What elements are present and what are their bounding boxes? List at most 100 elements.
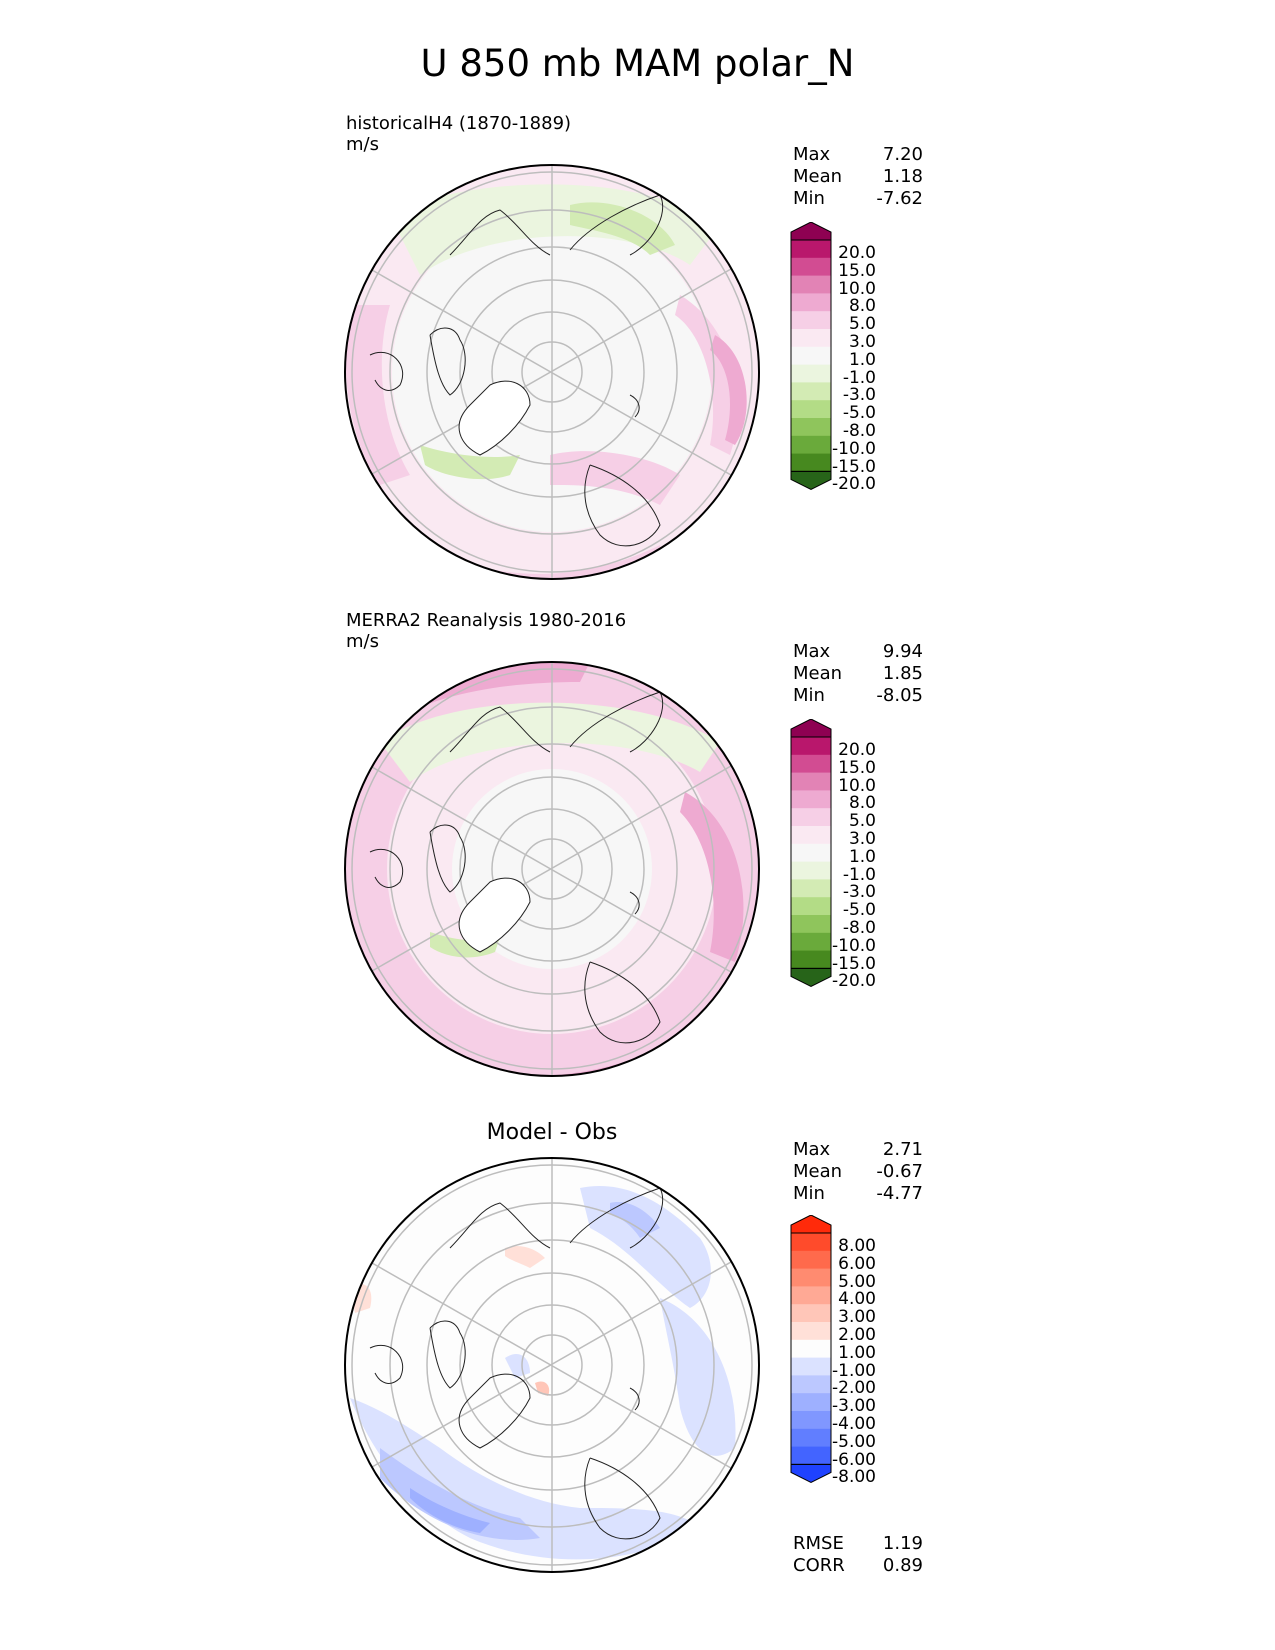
stat-max-value: 7.20 bbox=[882, 144, 923, 165]
colorbar-tick-label: -8.00 bbox=[832, 1467, 876, 1488]
colorbar-swatch bbox=[791, 772, 831, 791]
stat-min-label: Min bbox=[793, 685, 825, 706]
colorbar-swatch bbox=[791, 293, 831, 312]
panel-obs-units: m/s bbox=[346, 631, 379, 652]
colorbar-swatch bbox=[791, 1375, 831, 1394]
colorbar-diff-swatches bbox=[790, 1215, 832, 1483]
stat-max-value: 2.71 bbox=[882, 1139, 923, 1160]
colorbar-tick-label: 5.00 bbox=[838, 1271, 876, 1292]
polar-map-model bbox=[344, 164, 760, 580]
stat-mean-label: Mean bbox=[793, 1161, 843, 1182]
colorbar-tick-label: 1.0 bbox=[848, 846, 876, 867]
colorbar-extend-top bbox=[790, 222, 832, 241]
colorbar-tick-label: -3.0 bbox=[842, 385, 876, 406]
stat-mean-value: -0.67 bbox=[876, 1161, 923, 1182]
colorbar-tick-label: 15.0 bbox=[838, 757, 876, 778]
stat-mean-value: 1.85 bbox=[882, 663, 923, 684]
colorbar-tick-label: 5.0 bbox=[848, 811, 876, 832]
colorbar-swatch bbox=[791, 435, 831, 455]
colorbar-swatch bbox=[791, 311, 831, 330]
panel-model-name: historicalH4 (1870-1889) bbox=[346, 113, 572, 134]
colorbar-swatch bbox=[791, 400, 831, 419]
stats-obs: Max 9.94 Mean 1.85 Min -8.05 bbox=[793, 641, 923, 707]
colorbar-obs-swatches bbox=[790, 719, 832, 987]
colorbar-swatch bbox=[791, 1428, 831, 1448]
colorbar-tick-label: -20.0 bbox=[832, 474, 876, 495]
colorbar-swatch bbox=[791, 1393, 831, 1412]
stat-max-label: Max bbox=[793, 144, 831, 165]
colorbar-tick-label: 3.00 bbox=[838, 1307, 876, 1328]
colorbar-swatch bbox=[791, 861, 831, 880]
colorbar-swatch bbox=[791, 1304, 831, 1323]
stats-model: Max 7.20 Mean 1.18 Min -7.62 bbox=[793, 144, 923, 210]
stat-min-value: -8.05 bbox=[876, 685, 923, 706]
colorbar-diff-labels: 8.00 6.00 5.00 4.00 3.00 2.00 1.00 -1.00 -2.00 -3… bbox=[828, 1237, 876, 1488]
colorbar-extend-bottom bbox=[790, 1463, 832, 1483]
colorbar-frame bbox=[790, 239, 832, 472]
colorbar-swatch bbox=[791, 950, 831, 969]
colorbar-tick-label: -10.0 bbox=[832, 935, 876, 956]
colorbar-tick-label: 4.00 bbox=[838, 1289, 876, 1310]
colorbar-swatch bbox=[791, 1357, 831, 1376]
colorbar-swatch bbox=[791, 754, 831, 774]
colorbar-tick-label: 10.0 bbox=[838, 278, 876, 299]
panel-title-diff: Model - Obs bbox=[486, 1120, 618, 1145]
colorbar-tick-label: -1.00 bbox=[832, 1360, 876, 1381]
colorbar-tick-label: 5.0 bbox=[848, 314, 876, 335]
colorbar-swatch bbox=[791, 453, 831, 472]
colorbar-swatch bbox=[791, 364, 831, 383]
colorbar-tick-label: 15.0 bbox=[838, 260, 876, 281]
polar-map-diff bbox=[344, 1157, 760, 1573]
colorbar-model-labels: 20.0 15.0 10.0 8.0 5.0 3.0 1.0 -1.0 -3.0 -5.0 -8.0… bbox=[828, 244, 876, 495]
panel-title-model: historicalH4 (1870-1889) m/s bbox=[346, 113, 571, 155]
colorbar-tick-label: -4.00 bbox=[832, 1413, 876, 1434]
colorbar-tick-label: -3.0 bbox=[842, 882, 876, 903]
stat-max-label: Max bbox=[793, 1139, 831, 1160]
corr-value: 0.89 bbox=[882, 1555, 923, 1576]
colorbar-extend-top bbox=[790, 719, 832, 738]
colorbar-swatch bbox=[791, 1339, 831, 1359]
stat-mean-value: 1.18 bbox=[882, 166, 923, 187]
stat-mean-label: Mean bbox=[793, 166, 843, 187]
colorbar-tick-label: -1.0 bbox=[842, 367, 876, 388]
stats-diff: Max 2.71 Mean -0.67 Min -4.77 bbox=[793, 1139, 923, 1205]
colorbar-swatch bbox=[791, 1411, 831, 1430]
colorbar-diff bbox=[790, 1215, 832, 1483]
rmse-value: 1.19 bbox=[882, 1533, 923, 1554]
colorbar-tick-label: -10.0 bbox=[832, 438, 876, 459]
colorbar-frame bbox=[790, 736, 832, 969]
colorbar-swatch bbox=[791, 1268, 831, 1287]
metrics-diff: RMSE 1.19 CORR 0.89 bbox=[793, 1533, 923, 1577]
stat-mean-label: Mean bbox=[793, 663, 843, 684]
stat-min-value: -7.62 bbox=[876, 188, 923, 209]
colorbar-swatch bbox=[791, 1446, 831, 1465]
colorbar-tick-label: 1.0 bbox=[848, 349, 876, 370]
stat-min-value: -4.77 bbox=[876, 1183, 923, 1204]
colorbar-swatch bbox=[791, 897, 831, 916]
colorbar-tick-label: 6.00 bbox=[838, 1253, 876, 1274]
corr-label: CORR bbox=[793, 1555, 845, 1576]
colorbar-tick-label: -8.0 bbox=[842, 917, 876, 938]
colorbar-swatch bbox=[791, 240, 831, 259]
colorbar-swatch bbox=[791, 790, 831, 809]
panel-model-units: m/s bbox=[346, 134, 379, 155]
colorbar-tick-label: 1.00 bbox=[838, 1342, 876, 1363]
colorbar-tick-label: 3.0 bbox=[848, 331, 876, 352]
colorbar-swatch bbox=[791, 275, 831, 294]
colorbar-tick-label: -1.0 bbox=[842, 864, 876, 885]
stat-min-label: Min bbox=[793, 188, 825, 209]
colorbar-tick-label: -15.0 bbox=[832, 456, 876, 477]
colorbar-swatch bbox=[791, 915, 831, 934]
colorbar-swatch bbox=[791, 329, 831, 348]
colorbar-model-swatches bbox=[790, 222, 832, 490]
colorbar-tick-label: -5.0 bbox=[842, 900, 876, 921]
colorbar-tick-label: -6.00 bbox=[832, 1449, 876, 1470]
colorbar-tick-label: -8.0 bbox=[842, 420, 876, 441]
colorbar-swatch bbox=[791, 1286, 831, 1305]
colorbar-tick-label: 8.0 bbox=[848, 793, 876, 814]
colorbar-swatch bbox=[791, 808, 831, 827]
colorbar-obs bbox=[790, 719, 832, 987]
colorbar-tick-label: -5.0 bbox=[842, 403, 876, 424]
colorbar-tick-label: 20.0 bbox=[838, 740, 876, 760]
colorbar-tick-label: 10.0 bbox=[838, 775, 876, 796]
